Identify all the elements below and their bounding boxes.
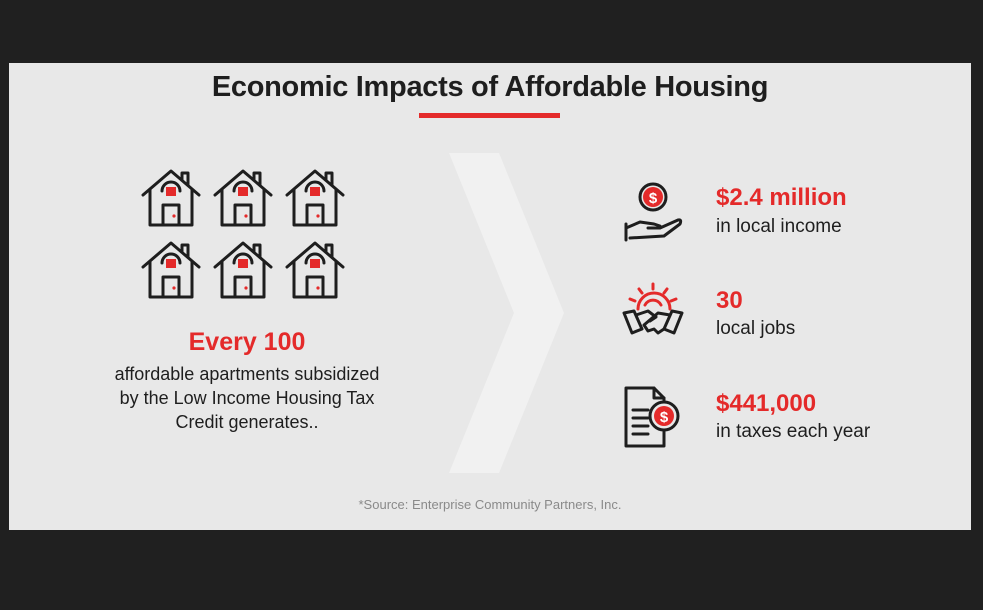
houses-grid <box>140 167 356 303</box>
house-icon <box>284 239 346 301</box>
description-line: affordable apartments subsidized <box>114 364 380 384</box>
house-icon <box>212 167 274 229</box>
handshake-gear-icon <box>622 282 684 335</box>
stat-label: in local income <box>716 216 842 237</box>
description: affordable apartments subsidized by the … <box>67 362 427 434</box>
house-icon <box>140 239 202 301</box>
house-icon <box>140 167 202 229</box>
stat-label: in taxes each year <box>716 421 871 442</box>
page-title: Economic Impacts of Affordable Housing <box>211 71 769 103</box>
stat-value: $441,000 <box>716 390 817 417</box>
house-icon <box>284 167 346 229</box>
description-line: by the Low Income Housing Tax <box>119 388 375 408</box>
description-line: Credit generates.. <box>175 412 319 432</box>
headline-every-100: Every 100 <box>188 328 306 356</box>
stat-value: $2.4 million <box>716 184 847 211</box>
chevron-right-icon <box>449 153 564 473</box>
house-icon <box>212 239 274 301</box>
svg-text:$: $ <box>660 409 669 426</box>
svg-text:$: $ <box>649 190 658 207</box>
stat-label: local jobs <box>716 318 796 339</box>
infographic-card: Economic Impacts of Affordable Housing E… <box>9 63 971 530</box>
hand-coin-icon: $ <box>624 182 683 242</box>
title-underline <box>419 113 560 118</box>
stat-value: 30 <box>716 287 743 314</box>
tax-document-icon: $ <box>624 386 680 448</box>
source-note: *Source: Enterprise Community Partners, … <box>358 497 622 512</box>
